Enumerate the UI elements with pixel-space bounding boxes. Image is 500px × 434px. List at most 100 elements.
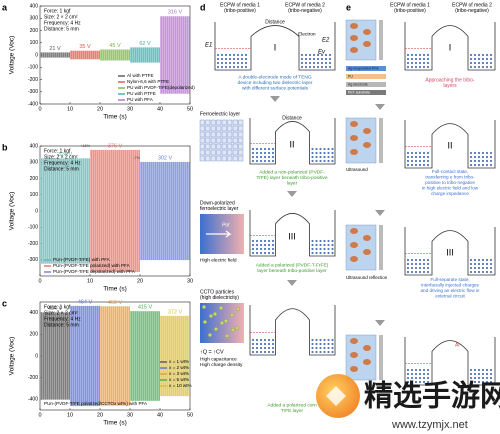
electron-dot (251, 159, 255, 163)
electron-dot (410, 266, 414, 270)
electron-dot (271, 247, 275, 251)
info-text: Frequency: 4 Hz (44, 160, 81, 166)
x-axis-label: Time (s) (103, 420, 127, 427)
electron-dot (324, 53, 328, 57)
caption: A double-electrode mode of TENG (238, 74, 312, 80)
legend-label: Nylon-6,6 with PTFE (127, 79, 169, 84)
header-text: ECPW of media 1 (220, 2, 260, 8)
electron-dot (319, 155, 322, 159)
ferro-cell (216, 131, 222, 138)
caption: in high electric field and low (422, 186, 479, 191)
distance-label: Distance (282, 115, 302, 121)
electron-dot (327, 342, 330, 346)
electron-dot (259, 350, 263, 354)
electron-dot (485, 61, 489, 65)
electron-dot (410, 159, 414, 163)
electron-dot (410, 368, 414, 372)
electron-dot (271, 151, 275, 155)
caption: positive to tribo-negative (425, 180, 475, 185)
note-text: High capacitance (200, 356, 237, 362)
info-text: Force: 1 kgf (44, 304, 71, 310)
electron-dot (327, 243, 330, 247)
electron-dot (481, 57, 485, 61)
electron-dot (300, 65, 304, 69)
electron-dot (255, 342, 259, 346)
electron-dot (232, 61, 236, 65)
caption: Full-separate state, (430, 277, 469, 282)
signal-texture (40, 158, 90, 264)
caption: layer (287, 180, 298, 186)
electron-dot (418, 53, 422, 57)
ferro-cell (232, 131, 238, 138)
electron-dot (224, 61, 228, 65)
header-text: ECPW of media 1 (390, 2, 430, 8)
energy-well (214, 22, 336, 71)
electron-dot (481, 368, 485, 372)
electron-dot (327, 338, 330, 342)
electron-dot (481, 372, 485, 376)
signal-texture (70, 305, 100, 407)
device-particle (350, 352, 358, 358)
signal-texture (40, 52, 70, 58)
ferro-cell (238, 131, 244, 138)
caption: charge impedance (431, 191, 469, 196)
electron-dot (263, 247, 267, 251)
ferro-cell (205, 143, 211, 150)
electron-dot (422, 155, 426, 159)
electron-dot (406, 163, 410, 167)
caption: and driving an electric flow in (421, 288, 480, 293)
ccto-particle (219, 306, 223, 310)
x-tick-label: 30 (127, 412, 133, 418)
tag-label: Ultrasound reflection (346, 275, 388, 280)
electron-dot (228, 57, 232, 61)
electron-dot (414, 57, 418, 61)
electron-dot (477, 262, 481, 266)
y-tick-label: 200 (30, 28, 39, 34)
caption: Added a non-polarized (PVDF- (259, 169, 325, 175)
ferro-cell (205, 125, 211, 132)
electron-dot (477, 163, 481, 167)
electron-dot (331, 159, 334, 163)
ferro-cell (210, 149, 216, 156)
electron-dot (220, 61, 224, 65)
electron-dot (324, 57, 328, 61)
electron-dot (255, 346, 259, 350)
electron-dot (251, 350, 255, 354)
electron-dot (244, 65, 248, 69)
electron-dot (473, 163, 477, 167)
electron-dot (485, 151, 489, 155)
electron-dot (473, 368, 477, 372)
electron-dot (216, 61, 220, 65)
device-particle (350, 228, 358, 234)
x-tick-label: 40 (157, 106, 163, 112)
electron-dot (315, 350, 318, 354)
ferro-cell (221, 125, 227, 132)
electron-dot (271, 338, 275, 342)
ferro-cell (227, 131, 233, 138)
electron-dot (311, 342, 314, 346)
electron-dot (418, 61, 422, 65)
electron-dot (315, 159, 318, 163)
value-label: 404 V (48, 306, 63, 312)
electron-dot (477, 372, 481, 376)
electron-dot (410, 372, 414, 376)
y-tick-label: -300 (28, 89, 38, 95)
electron-dot (481, 61, 485, 65)
electron-dot (426, 151, 430, 155)
electron-dot (320, 61, 324, 65)
electron-dot (485, 258, 489, 262)
ferro-cell (210, 143, 216, 150)
device-particle (350, 35, 358, 41)
ccto-particle (213, 312, 217, 316)
electron-dot (315, 243, 318, 247)
electron-dot (489, 65, 493, 69)
electron-dot (312, 53, 316, 57)
x-tick-label: 10 (67, 106, 73, 112)
panel-letter: b (2, 142, 8, 152)
electron-dot (263, 251, 267, 255)
electron-dot (244, 53, 248, 57)
electron-dot (311, 159, 314, 163)
ferro-cell (216, 155, 222, 162)
electron-dot (331, 243, 334, 247)
x-tick-label: 50 (187, 412, 193, 418)
